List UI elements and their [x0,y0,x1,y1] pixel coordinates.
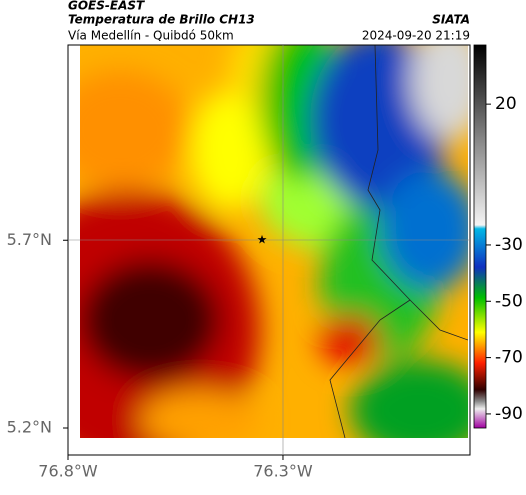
datetime: 2024-09-20 21:19 [362,29,470,43]
brightness-field [80,45,468,438]
y-tick-label: 5.7°N [7,230,52,249]
colorbar-tick-label: -70 [495,348,523,368]
map-frame [67,44,471,456]
colorbar-tick-label: -30 [495,235,523,255]
x-tick-label: 76.3°W [253,462,313,481]
subtitle: Vía Medellín - Quibdó 50km [68,29,234,43]
colorbar-tick-label: 20 [495,94,517,114]
colorbar-tick-label: -50 [495,291,523,311]
source: GOES-EAST [68,0,145,13]
colorbar-tick-label: -90 [495,404,523,424]
y-tick-label: 5.2°N [7,418,52,437]
x-tick-label: 76.8°W [38,462,98,481]
agency: SIATA [432,13,470,27]
colorbar [473,44,487,429]
location-star: ★ [257,233,268,247]
title: Temperatura de Brillo CH13 [68,13,255,27]
